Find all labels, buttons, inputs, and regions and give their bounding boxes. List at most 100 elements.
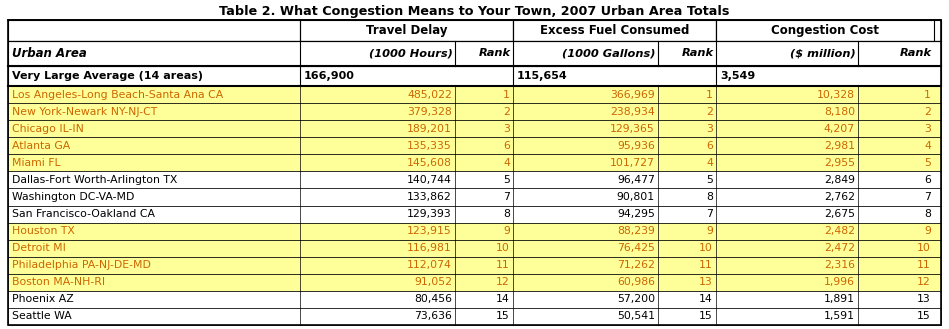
Text: 7: 7 [706,209,713,219]
Text: Rank: Rank [682,48,714,59]
Text: Table 2. What Congestion Means to Your Town, 2007 Urban Area Totals: Table 2. What Congestion Means to Your T… [219,5,730,17]
Text: 3,549: 3,549 [720,71,755,81]
Text: 8: 8 [706,192,713,202]
Text: 2: 2 [706,107,713,116]
Text: 2,955: 2,955 [824,158,855,168]
Text: 13: 13 [699,277,713,287]
Text: 14: 14 [496,294,510,304]
Text: 3: 3 [503,124,510,134]
Text: Excess Fuel Consumed: Excess Fuel Consumed [540,24,689,37]
Text: 11: 11 [918,260,931,270]
Text: 145,608: 145,608 [407,158,452,168]
Text: 129,393: 129,393 [407,209,452,219]
Text: 2,849: 2,849 [824,175,855,185]
Text: 115,654: 115,654 [517,71,568,81]
Text: 8: 8 [503,209,510,219]
Text: 101,727: 101,727 [610,158,655,168]
Bar [8,291,941,308]
Bar [300,20,513,41]
Text: Very Large Average (14 areas): Very Large Average (14 areas) [12,71,203,81]
Text: 133,862: 133,862 [407,192,452,202]
Text: 4,207: 4,207 [824,124,855,134]
Text: 12: 12 [918,277,931,287]
Text: 60,986: 60,986 [617,277,655,287]
Text: 2: 2 [924,107,931,116]
Text: 14: 14 [699,294,713,304]
Bar [8,171,941,189]
Text: 1,591: 1,591 [824,312,855,321]
Text: 11: 11 [496,260,510,270]
Text: 2: 2 [503,107,510,116]
Text: Houston TX: Houston TX [12,226,75,236]
Bar [8,257,941,274]
Text: 485,022: 485,022 [407,89,452,100]
Text: Chicago IL-IN: Chicago IL-IN [12,124,84,134]
Text: 10: 10 [496,243,510,253]
Text: ($ million): ($ million) [791,48,856,59]
Text: 96,477: 96,477 [617,175,655,185]
Text: 135,335: 135,335 [407,141,452,151]
Bar [8,206,941,223]
Text: Rank: Rank [479,48,511,59]
Bar [8,103,941,120]
Text: 238,934: 238,934 [610,107,655,116]
Text: 95,936: 95,936 [617,141,655,151]
Bar [716,20,934,41]
Text: 71,262: 71,262 [617,260,655,270]
Text: 1,891: 1,891 [824,294,855,304]
Text: 10,328: 10,328 [817,89,855,100]
Bar [8,274,941,291]
Text: 80,456: 80,456 [414,294,452,304]
Bar [8,240,941,257]
Bar [8,66,941,86]
Text: Washington DC-VA-MD: Washington DC-VA-MD [12,192,135,202]
Text: 4: 4 [503,158,510,168]
Text: Travel Delay: Travel Delay [365,24,447,37]
Text: New York-Newark NY-NJ-CT: New York-Newark NY-NJ-CT [12,107,158,116]
Text: 50,541: 50,541 [617,312,655,321]
Text: (1000 Hours): (1000 Hours) [369,48,453,59]
Bar [8,20,941,41]
Text: 73,636: 73,636 [414,312,452,321]
Bar [513,20,716,41]
Bar [8,223,941,240]
Text: 166,900: 166,900 [304,71,355,81]
Text: 6: 6 [503,141,510,151]
Text: 6: 6 [924,175,931,185]
Bar [8,41,941,66]
Bar [8,120,941,137]
Text: 1: 1 [924,89,931,100]
Text: 88,239: 88,239 [617,226,655,236]
Text: 140,744: 140,744 [407,175,452,185]
Text: 7: 7 [924,192,931,202]
Text: 4: 4 [706,158,713,168]
Text: 112,074: 112,074 [407,260,452,270]
Text: 8: 8 [924,209,931,219]
Text: 9: 9 [924,226,931,236]
Text: 1: 1 [503,89,510,100]
Text: Congestion Cost: Congestion Cost [771,24,879,37]
Text: 5: 5 [503,175,510,185]
Text: 8,180: 8,180 [824,107,855,116]
Text: 10: 10 [917,243,931,253]
Text: Philadelphia PA-NJ-DE-MD: Philadelphia PA-NJ-DE-MD [12,260,151,270]
Bar [8,154,941,171]
Text: 2,675: 2,675 [824,209,855,219]
Text: 76,425: 76,425 [617,243,655,253]
Text: 116,981: 116,981 [407,243,452,253]
Text: 3: 3 [924,124,931,134]
Text: 13: 13 [918,294,931,304]
Text: 5: 5 [924,158,931,168]
Text: 2,981: 2,981 [824,141,855,151]
Text: 12: 12 [496,277,510,287]
Text: Rank: Rank [900,48,932,59]
Text: 15: 15 [699,312,713,321]
Text: 2,472: 2,472 [824,243,855,253]
Text: Dallas-Fort Worth-Arlington TX: Dallas-Fort Worth-Arlington TX [12,175,177,185]
Bar [8,308,941,325]
Text: 90,801: 90,801 [617,192,655,202]
Text: 9: 9 [503,226,510,236]
Bar [8,86,941,103]
Text: 1: 1 [706,89,713,100]
Text: Phoenix AZ: Phoenix AZ [12,294,74,304]
